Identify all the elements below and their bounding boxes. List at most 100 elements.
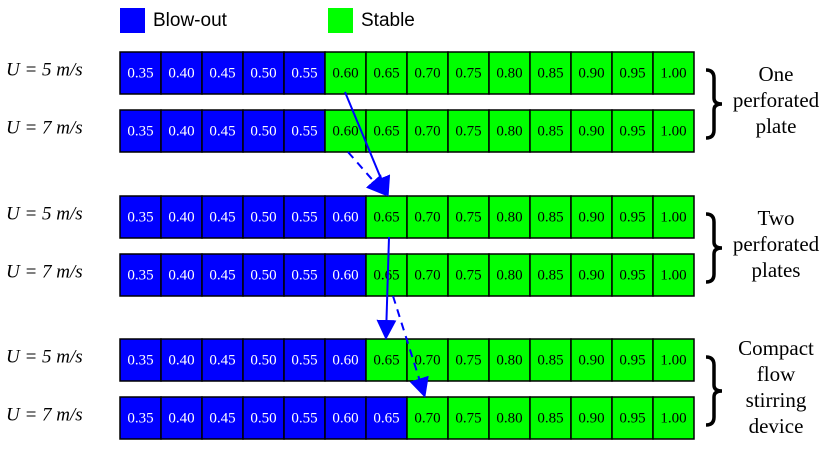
- cell: [570, 51, 613, 95]
- cell-value: 0.55: [291, 267, 317, 283]
- cell-value: 0.50: [250, 267, 276, 283]
- cell: [447, 51, 490, 95]
- cell: [160, 396, 203, 440]
- cell: [406, 195, 449, 239]
- cell: [242, 338, 285, 382]
- cell-value: 0.60: [332, 65, 358, 81]
- cell-value: 0.65: [373, 267, 399, 283]
- cell-value: 0.65: [373, 123, 399, 139]
- cell-value: 0.95: [619, 410, 645, 426]
- cell-value: 0.75: [455, 123, 481, 139]
- arrow: [347, 151, 387, 197]
- cell-value: 0.95: [619, 209, 645, 225]
- cell-value: 0.85: [537, 65, 563, 81]
- cell-value: 0.50: [250, 65, 276, 81]
- cell: [365, 51, 408, 95]
- cell: [570, 253, 613, 297]
- cell: [324, 195, 367, 239]
- cell: [529, 109, 572, 153]
- cell-value: 0.85: [537, 410, 563, 426]
- cell: [447, 253, 490, 297]
- cell-value: 0.95: [619, 123, 645, 139]
- cell-value: 0.85: [537, 352, 563, 368]
- cell-value: 0.85: [537, 267, 563, 283]
- cell-value: 0.75: [455, 209, 481, 225]
- legend-label: Blow-out: [153, 10, 228, 31]
- cell-value: 0.70: [414, 209, 440, 225]
- cell-value: 0.35: [127, 209, 153, 225]
- cell: [611, 253, 654, 297]
- group-label: Compact: [738, 336, 814, 360]
- cell: [652, 396, 695, 440]
- cell-value: 0.50: [250, 209, 276, 225]
- cell: [324, 109, 367, 153]
- cell: [611, 51, 654, 95]
- cell-value: 0.50: [250, 123, 276, 139]
- group-label: plate: [756, 114, 797, 138]
- cell: [201, 253, 244, 297]
- row-label: U = 7 m/s: [6, 404, 83, 425]
- row-label: U = 5 m/s: [6, 203, 83, 224]
- cell-value: 1.00: [660, 410, 686, 426]
- cell-value: 0.45: [209, 267, 235, 283]
- row-label: U = 5 m/s: [6, 59, 83, 80]
- cell-value: 0.75: [455, 352, 481, 368]
- cell: [324, 253, 367, 297]
- cell: [283, 109, 326, 153]
- cell: [406, 338, 449, 382]
- cell-value: 0.45: [209, 352, 235, 368]
- group-label: perforated: [733, 232, 820, 256]
- cell-value: 0.35: [127, 267, 153, 283]
- cell: [406, 51, 449, 95]
- cell-value: 0.55: [291, 410, 317, 426]
- cell-value: 0.75: [455, 267, 481, 283]
- cell: [365, 396, 408, 440]
- cell-value: 0.45: [209, 410, 235, 426]
- cell-value: 0.55: [291, 209, 317, 225]
- group-label: flow: [757, 362, 796, 386]
- cell: [652, 338, 695, 382]
- cell-value: 0.45: [209, 209, 235, 225]
- cell-value: 0.90: [578, 410, 604, 426]
- cell-value: 0.60: [332, 123, 358, 139]
- group-label: device: [749, 414, 804, 438]
- cell: [201, 396, 244, 440]
- cell: [283, 338, 326, 382]
- cell: [611, 195, 654, 239]
- cell-value: 0.85: [537, 123, 563, 139]
- cell-value: 0.70: [414, 123, 440, 139]
- cell-value: 0.40: [168, 123, 194, 139]
- cell-value: 0.70: [414, 65, 440, 81]
- legend-label: Stable: [361, 10, 415, 31]
- arrows: [344, 91, 429, 398]
- cell-value: 1.00: [660, 352, 686, 368]
- cell-value: 0.80: [496, 123, 522, 139]
- cell: [119, 338, 162, 382]
- cell-value: 0.60: [332, 267, 358, 283]
- cell-value: 0.65: [373, 410, 399, 426]
- arrow: [392, 295, 429, 398]
- row-label: U = 5 m/s: [6, 346, 83, 367]
- cell-value: 0.45: [209, 65, 235, 81]
- cell-value: 0.80: [496, 209, 522, 225]
- cell: [611, 109, 654, 153]
- cell-value: 0.80: [496, 410, 522, 426]
- cell: [652, 51, 695, 95]
- cell: [201, 109, 244, 153]
- cell-value: 0.75: [455, 410, 481, 426]
- group-label: perforated: [733, 88, 820, 112]
- brace: [705, 68, 723, 140]
- cell: [447, 396, 490, 440]
- cell: [201, 195, 244, 239]
- cell: [365, 109, 408, 153]
- group-label: stirring: [746, 388, 807, 412]
- cell: [447, 109, 490, 153]
- cell-value: 0.40: [168, 209, 194, 225]
- cell-value: 0.50: [250, 410, 276, 426]
- cell-value: 0.90: [578, 209, 604, 225]
- cell: [242, 253, 285, 297]
- cell: [406, 109, 449, 153]
- cell: [160, 51, 203, 95]
